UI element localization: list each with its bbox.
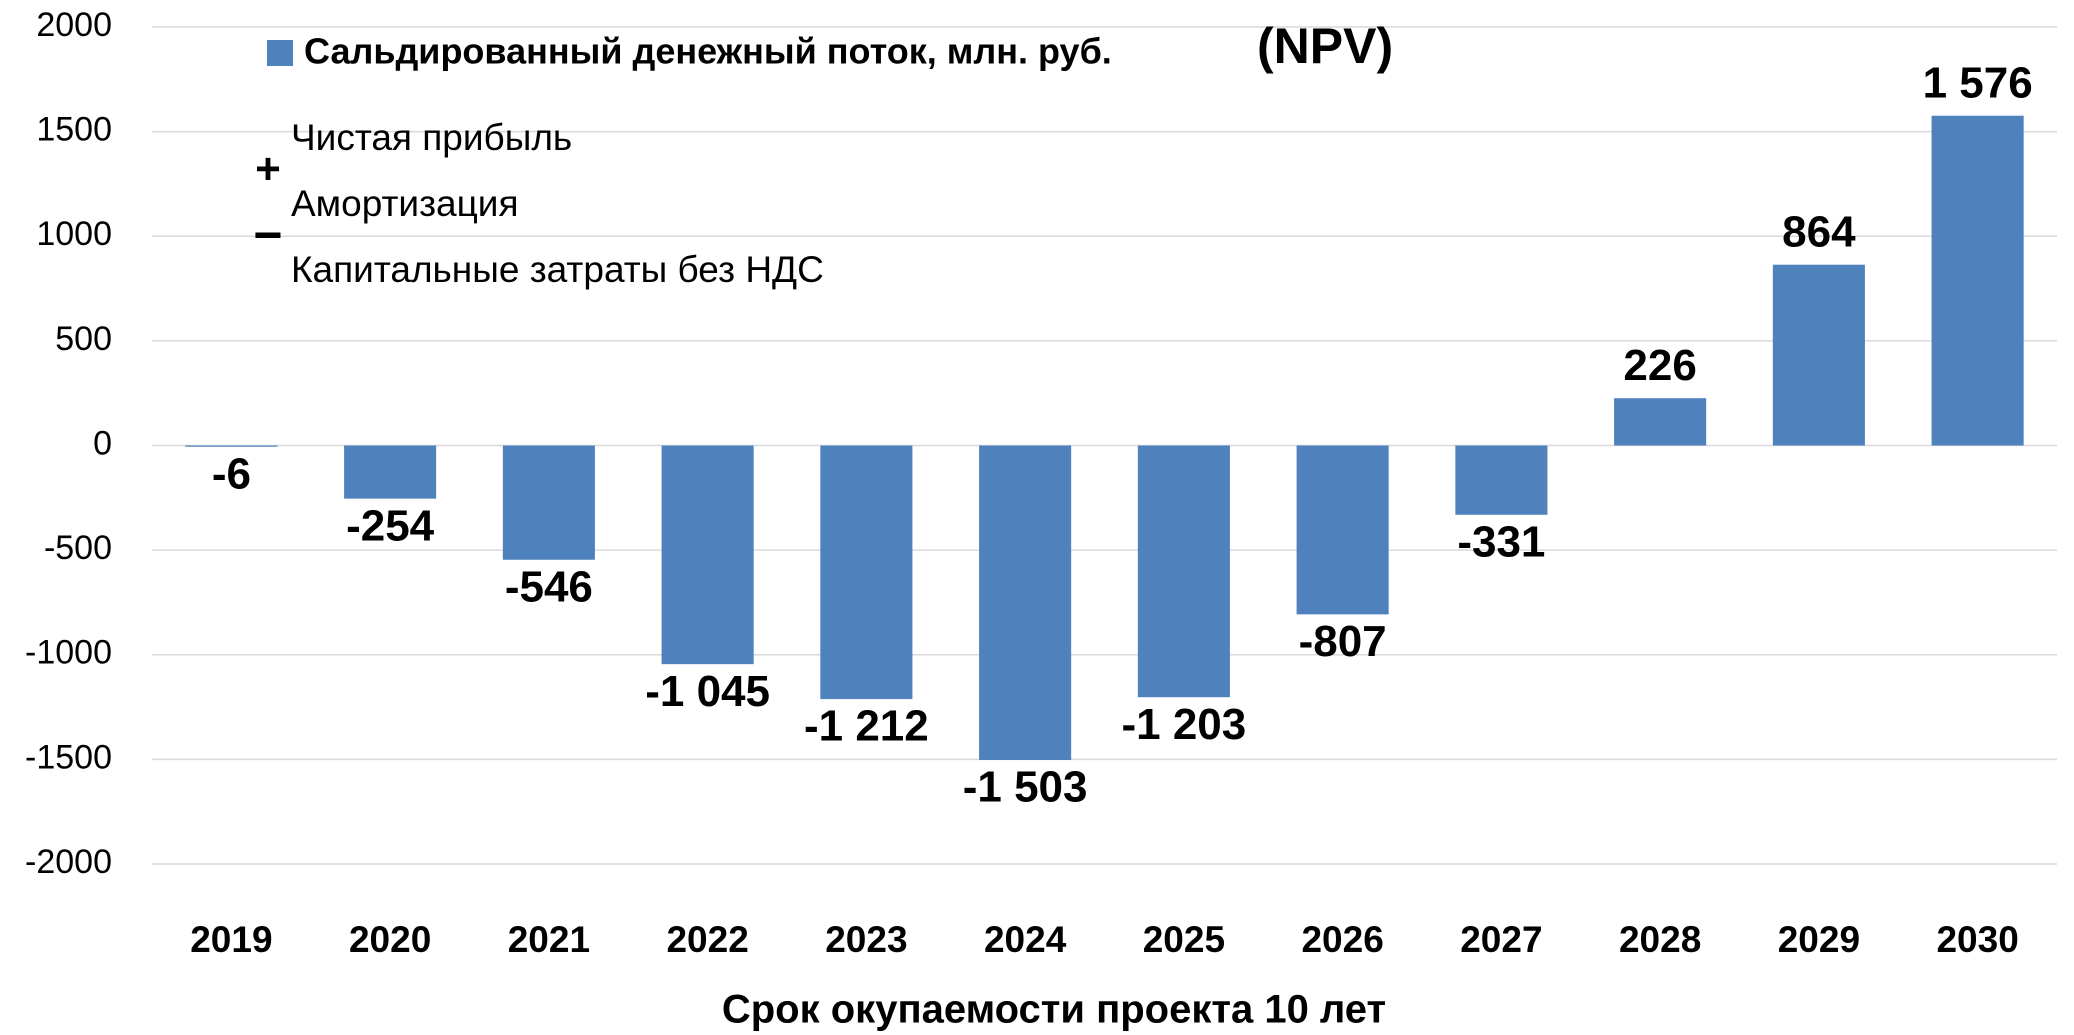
- x-tick-label: 2025: [1143, 919, 1225, 960]
- annotation: +: [255, 145, 281, 194]
- x-tick-label: 2023: [825, 919, 907, 960]
- x-tick-label: 2028: [1619, 919, 1701, 960]
- legend-suffix: (NPV): [1257, 18, 1393, 74]
- y-tick-label: -1500: [25, 738, 112, 776]
- data-label: -254: [346, 501, 435, 550]
- bar: [979, 445, 1072, 761]
- y-tick-label: 0: [93, 424, 112, 462]
- data-label: -546: [505, 562, 593, 611]
- y-tick-label: 500: [55, 320, 112, 358]
- x-axis-label: Срок окупаемости проекта 10 лет: [722, 988, 1386, 1032]
- data-label: -6: [212, 449, 251, 498]
- y-tick-label: 1500: [36, 111, 112, 149]
- data-label: -1 045: [645, 667, 770, 716]
- data-label: 864: [1782, 207, 1856, 256]
- bar: [1772, 264, 1865, 446]
- bar: [1931, 115, 2024, 446]
- bar: [1296, 445, 1389, 615]
- bar: [1614, 398, 1707, 446]
- data-label: 226: [1623, 341, 1696, 390]
- legend-swatch: [267, 40, 293, 66]
- bar: [820, 445, 913, 700]
- x-tick-label: 2019: [190, 919, 272, 960]
- data-label: -1 503: [963, 763, 1088, 812]
- data-label: -1 203: [1121, 700, 1246, 749]
- annotation: Капитальные затраты без НДС: [291, 249, 824, 290]
- y-tick-label: -1000: [25, 634, 112, 672]
- annotation: Чистая прибыль: [291, 117, 572, 158]
- bar: [661, 445, 754, 665]
- legend-label: Сальдированный денежный поток, млн. руб.: [304, 31, 1112, 72]
- annotation: Амортизация: [291, 183, 519, 224]
- bar: [344, 445, 437, 499]
- y-tick-label: 1000: [36, 215, 112, 253]
- bar: [185, 445, 278, 447]
- x-tick-label: 2021: [508, 919, 590, 960]
- y-tick-label: -2000: [25, 843, 112, 881]
- bar: [1455, 445, 1548, 515]
- x-tick-label: 2029: [1778, 919, 1860, 960]
- x-tick-label: 2026: [1301, 919, 1383, 960]
- data-label: -331: [1457, 517, 1545, 566]
- x-tick-label: 2024: [984, 919, 1067, 960]
- annotation: −: [253, 207, 282, 263]
- x-tick-label: 2030: [1936, 919, 2018, 960]
- x-tick-label: 2027: [1460, 919, 1542, 960]
- bar: [1137, 445, 1230, 698]
- y-tick-label: -500: [44, 529, 112, 567]
- x-tick-label: 2022: [666, 919, 748, 960]
- bar: [502, 445, 595, 560]
- data-label: -1 212: [804, 702, 929, 751]
- data-label: -807: [1299, 617, 1387, 666]
- data-label: 1 576: [1923, 58, 2033, 107]
- x-tick-label: 2020: [349, 919, 431, 960]
- y-tick-label: 2000: [36, 6, 112, 44]
